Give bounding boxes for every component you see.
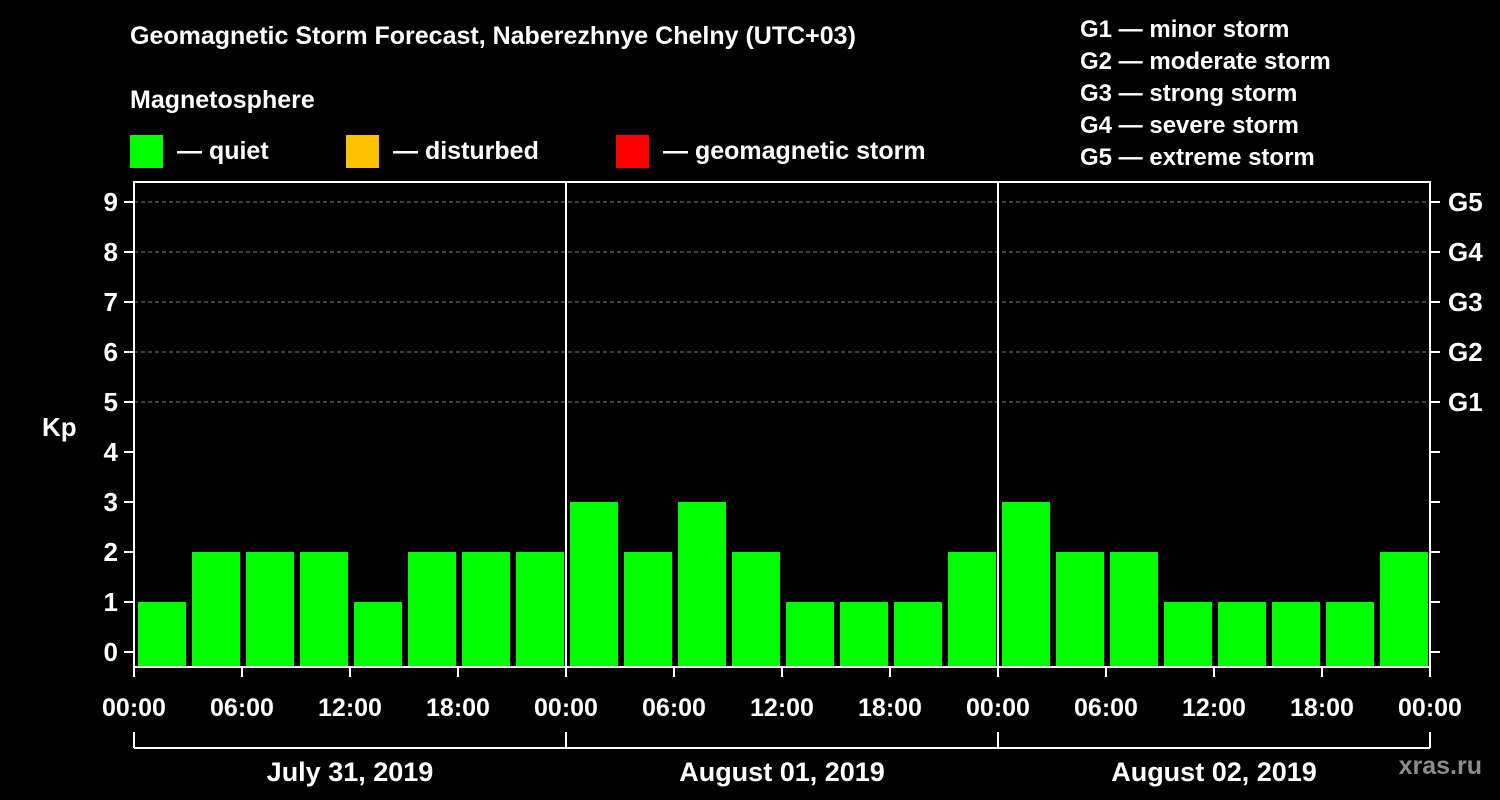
legend-disturbed-label: — disturbed — [393, 136, 539, 165]
x-tick-label-10: 12:00 — [1182, 694, 1246, 722]
right-label-g5: G5 — [1448, 187, 1483, 217]
x-tick-label-3: 18:00 — [426, 694, 490, 722]
magnetosphere-label: Magnetosphere — [130, 86, 315, 114]
storm-scale-legend: G1 — minor storm G2 — moderate storm G3 … — [1080, 14, 1331, 174]
kp-bar-20 — [1218, 602, 1266, 667]
kp-bar-0 — [138, 602, 186, 667]
date-label-1: August 01, 2019 — [679, 757, 885, 787]
y-tick-label-7: 7 — [104, 287, 118, 317]
storm-scale-g3: G3 — strong storm — [1080, 80, 1298, 107]
kp-bar-11 — [732, 552, 780, 667]
kp-bar-14 — [894, 602, 942, 667]
y-tick-label-3: 3 — [104, 487, 118, 517]
right-label-g1: G1 — [1448, 387, 1483, 417]
kp-bar-18 — [1110, 552, 1158, 667]
storm-scale-g4: G4 — severe storm — [1080, 112, 1299, 139]
kp-bar-22 — [1326, 602, 1374, 667]
kp-bar-19 — [1164, 602, 1212, 667]
right-label-g2: G2 — [1448, 337, 1483, 367]
kp-bar-2 — [246, 552, 294, 667]
x-tick-label-5: 06:00 — [642, 694, 706, 722]
legend-storm: — geomagnetic storm — [616, 134, 926, 168]
x-tick-label-8: 00:00 — [966, 694, 1030, 722]
kp-bar-6 — [462, 552, 510, 667]
storm-scale-g2: G2 — moderate storm — [1080, 48, 1331, 75]
legend-disturbed: — disturbed — [346, 134, 539, 168]
date-label-2: August 02, 2019 — [1111, 757, 1317, 787]
kp-bar-16 — [1002, 502, 1050, 667]
kp-bar-9 — [624, 552, 672, 667]
right-label-g3: G3 — [1448, 287, 1483, 317]
x-tick-label-7: 18:00 — [858, 694, 922, 722]
legend-disturbed-swatch — [346, 134, 379, 168]
kp-bar-4 — [354, 602, 402, 667]
x-tick-label-12: 00:00 — [1398, 694, 1462, 722]
chart-title: Geomagnetic Storm Forecast, Naberezhnye … — [130, 22, 856, 50]
legend-quiet-label: — quiet — [177, 136, 269, 165]
y-tick-label-9: 9 — [104, 187, 118, 217]
kp-bar-13 — [840, 602, 888, 667]
kp-bar-8 — [570, 502, 618, 667]
x-tick-label-2: 12:00 — [318, 694, 382, 722]
y-tick-label-8: 8 — [104, 237, 118, 267]
x-tick-label-9: 06:00 — [1074, 694, 1138, 722]
kp-bar-15 — [948, 552, 996, 667]
kp-bar-1 — [192, 552, 240, 667]
legend-storm-label: — geomagnetic storm — [663, 136, 926, 165]
x-tick-label-4: 00:00 — [534, 694, 598, 722]
x-tick-label-1: 06:00 — [210, 694, 274, 722]
x-tick-label-0: 00:00 — [102, 694, 166, 722]
kp-bar-21 — [1272, 602, 1320, 667]
legend-quiet-swatch — [130, 134, 163, 168]
x-tick-label-6: 12:00 — [750, 694, 814, 722]
right-label-g4: G4 — [1448, 237, 1483, 267]
y-axis-label: Kp — [42, 412, 77, 442]
legend-quiet: — quiet — [130, 134, 269, 168]
x-tick-label-11: 18:00 — [1290, 694, 1354, 722]
storm-scale-g1: G1 — minor storm — [1080, 16, 1290, 43]
legend-storm-swatch — [616, 134, 649, 168]
kp-bar-7 — [516, 552, 564, 667]
date-label-0: July 31, 2019 — [267, 757, 434, 787]
y-tick-label-5: 5 — [104, 387, 118, 417]
storm-scale-g5: G5 — extreme storm — [1080, 144, 1315, 171]
kp-bar-17 — [1056, 552, 1104, 667]
kp-bar-5 — [408, 552, 456, 667]
kp-bar-3 — [300, 552, 348, 667]
kp-bar-10 — [678, 502, 726, 667]
watermark: xras.ru — [1398, 752, 1482, 780]
y-tick-label-1: 1 — [104, 587, 118, 617]
kp-bar-23 — [1380, 552, 1428, 667]
y-tick-label-0: 0 — [104, 637, 118, 667]
y-tick-label-2: 2 — [104, 537, 118, 567]
y-tick-label-4: 4 — [104, 437, 119, 467]
kp-bar-12 — [786, 602, 834, 667]
y-tick-label-6: 6 — [104, 337, 118, 367]
